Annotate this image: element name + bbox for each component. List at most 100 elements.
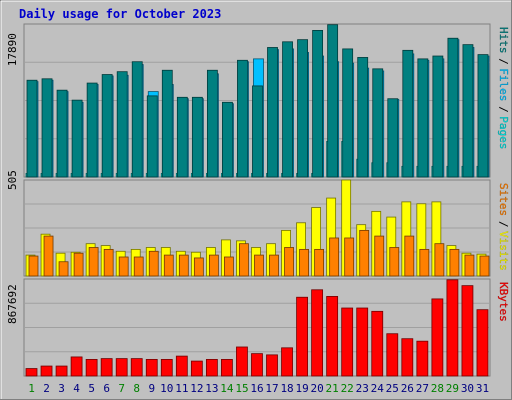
bar-sites-day-18 xyxy=(284,247,294,277)
x-tick-label-6: 6 xyxy=(103,382,110,395)
bar-hits-day-21 xyxy=(327,24,339,178)
bar-sites-day-22 xyxy=(344,237,355,277)
bar-sites-day-31 xyxy=(479,255,490,277)
legend-pages: Pages xyxy=(497,116,510,149)
x-tick-label-17: 17 xyxy=(265,382,278,395)
bar-sites-day-21 xyxy=(329,237,340,277)
bar-hits-day-11 xyxy=(176,96,188,178)
x-tick-label-22: 22 xyxy=(341,382,354,395)
x-tick-label-9: 9 xyxy=(148,382,155,395)
bar-hits-day-22 xyxy=(342,48,354,178)
bar-sites-day-15 xyxy=(239,243,249,277)
bar-kbytes-day-24 xyxy=(371,310,384,377)
x-tick-label-25: 25 xyxy=(386,382,399,395)
bar-hits-day-24 xyxy=(372,68,384,178)
bar-sites-day-28 xyxy=(434,243,445,277)
bar-hits-day-7 xyxy=(116,71,128,178)
bar-kbytes-day-19 xyxy=(296,296,308,377)
bar-kbytes-day-13 xyxy=(205,359,218,377)
bar-kbytes-day-9 xyxy=(145,359,158,377)
bar-sites-day-26 xyxy=(404,235,415,277)
bar-hits-day-5 xyxy=(86,82,98,178)
x-tick-label-2: 2 xyxy=(43,382,50,395)
bar-sites-day-7 xyxy=(118,256,129,277)
bar-sites-day-23 xyxy=(359,229,370,277)
bar-sites-day-3 xyxy=(58,261,69,277)
bar-kbytes-day-26 xyxy=(401,338,414,377)
bar-kbytes-day-23 xyxy=(356,307,369,377)
bar-sites-day-12 xyxy=(193,257,204,277)
bar-kbytes-day-30 xyxy=(461,285,474,377)
bar-sites-day-19 xyxy=(299,248,309,277)
bar-kbytes-day-28 xyxy=(431,298,444,377)
bar-kbytes-day-25 xyxy=(386,333,399,377)
bar-kbytes-day-5 xyxy=(85,359,98,377)
bar-hits-day-26 xyxy=(402,49,414,178)
x-tick-label-3: 3 xyxy=(58,382,65,395)
bar-hits-day-23 xyxy=(357,57,369,178)
x-tick-label-16: 16 xyxy=(250,382,263,395)
bar-sites-day-1 xyxy=(28,255,39,277)
bar-hits-day-20 xyxy=(312,30,324,178)
x-tick-label-20: 20 xyxy=(311,382,324,395)
x-tick-label-27: 27 xyxy=(416,382,429,395)
bar-hits-day-1 xyxy=(26,79,38,178)
bar-hits-day-15 xyxy=(237,59,248,178)
x-tick-label-30: 30 xyxy=(461,382,474,395)
legend-files: Files xyxy=(497,68,510,101)
bar-hits-day-25 xyxy=(387,98,399,178)
bar-hits-day-14 xyxy=(222,101,233,178)
bar-sites-day-29 xyxy=(449,248,460,277)
bar-kbytes-day-15 xyxy=(236,346,248,377)
bar-kbytes-day-17 xyxy=(266,354,278,377)
bar-kbytes-day-6 xyxy=(100,358,113,377)
bar-sites-day-17 xyxy=(269,254,279,277)
bar-kbytes-day-3 xyxy=(55,365,68,377)
legend-visits: Visits xyxy=(497,231,510,271)
bar-kbytes-day-18 xyxy=(281,347,293,377)
bar-hits-day-30 xyxy=(462,44,474,178)
x-tick-label-5: 5 xyxy=(88,382,95,395)
bar-sites-day-25 xyxy=(389,247,400,277)
bar-hits-day-8 xyxy=(131,61,143,178)
panel-3-y-max-label: 867692 xyxy=(6,284,19,324)
bar-hits-day-3 xyxy=(56,89,68,178)
bar-sites-day-8 xyxy=(133,256,144,277)
bar-hits-day-19 xyxy=(297,39,308,178)
bar-kbytes-day-1 xyxy=(25,368,38,377)
x-tick-label-18: 18 xyxy=(280,382,293,395)
bar-kbytes-day-10 xyxy=(160,359,173,377)
bar-sites-day-2 xyxy=(43,235,54,277)
legend-sites: Sites xyxy=(497,183,510,216)
legend-hits: Hits xyxy=(497,27,510,54)
bar-kbytes-day-14 xyxy=(221,359,233,377)
x-tick-label-29: 29 xyxy=(446,382,459,395)
bar-hits-day-28 xyxy=(432,55,444,178)
x-tick-label-7: 7 xyxy=(118,382,125,395)
x-tick-label-26: 26 xyxy=(401,382,414,395)
bar-hits-day-16 xyxy=(252,85,263,178)
bar-sites-day-6 xyxy=(103,248,114,277)
x-tick-label-4: 4 xyxy=(73,382,80,395)
legend-separator: / xyxy=(497,106,510,113)
bar-hits-day-2 xyxy=(41,78,53,178)
bar-sites-day-10 xyxy=(163,254,174,277)
bar-kbytes-day-7 xyxy=(115,358,128,377)
bar-sites-day-16 xyxy=(254,254,264,277)
bar-hits-day-31 xyxy=(477,54,489,178)
bar-kbytes-day-11 xyxy=(175,355,188,377)
panel-1-y-max-label: 17890 xyxy=(6,33,19,66)
x-tick-label-13: 13 xyxy=(205,382,218,395)
x-tick-label-19: 19 xyxy=(295,382,308,395)
x-tick-label-15: 15 xyxy=(235,382,248,395)
x-tick-label-14: 14 xyxy=(220,382,234,395)
bar-sites-day-30 xyxy=(464,254,475,277)
bar-kbytes-day-27 xyxy=(416,340,429,377)
bar-sites-day-5 xyxy=(88,247,99,277)
bar-kbytes-day-31 xyxy=(476,309,489,377)
x-tick-label-10: 10 xyxy=(160,382,173,395)
bar-hits-day-13 xyxy=(206,69,218,178)
legend-separator: / xyxy=(497,58,510,65)
